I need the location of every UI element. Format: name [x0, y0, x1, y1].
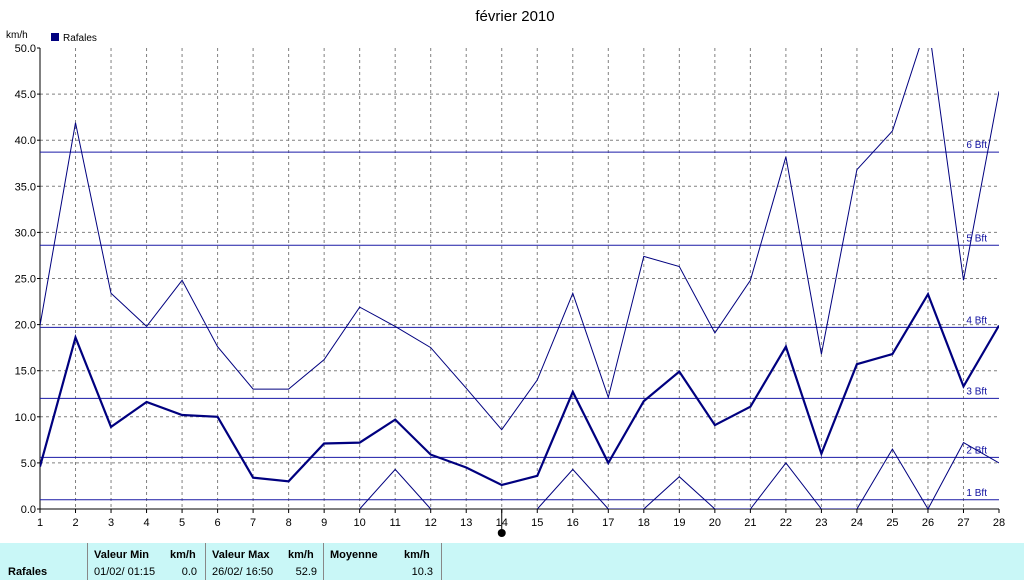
x-tick-label: 21	[744, 517, 756, 529]
x-tick-label: 4	[143, 517, 149, 529]
avg-header: Moyenne	[330, 549, 378, 561]
chart: février 2010 km/h Rafales 0.0 5.0 10.0 15.0…	[6, 8, 1005, 537]
x-tick-label: 26	[922, 517, 934, 529]
x-tick-label: 28	[993, 517, 1005, 529]
min-unit: km/h	[170, 549, 196, 561]
x-tick-label: 15	[531, 517, 543, 529]
x-tick-label: 17	[602, 517, 614, 529]
x-tick-label: 7	[250, 517, 256, 529]
beaufort-label: 6 Bft	[966, 140, 987, 151]
x-tick-label: 23	[815, 517, 827, 529]
min-header: Valeur Min	[94, 549, 150, 561]
x-tick-label: 5	[179, 517, 185, 529]
x-tick-label: 1	[37, 517, 43, 529]
beaufort-label: 2 Bft	[966, 445, 987, 456]
x-tick-label: 22	[780, 517, 792, 529]
x-tick-label: 18	[638, 517, 650, 529]
max-unit: km/h	[288, 549, 314, 561]
x-tick-label: 10	[354, 517, 366, 529]
y-tick-label: 30.0	[15, 227, 36, 239]
min-value: 0.0	[181, 566, 197, 578]
x-tick-label: 27	[957, 517, 969, 529]
y-axis-unit-label: km/h	[6, 30, 28, 41]
x-tick-label: 3	[108, 517, 114, 529]
y-tick-label: 25.0	[15, 274, 36, 286]
stats-row-label-cell: Rafales	[0, 543, 88, 580]
min-date: 01/02/ 01:15	[94, 566, 156, 578]
avg-unit: km/h	[404, 549, 430, 561]
y-tick-label: 5.0	[21, 458, 36, 470]
y-tick-label: 10.0	[15, 412, 36, 424]
x-tick-label: 12	[425, 517, 437, 529]
avg-value: 10.3	[411, 566, 433, 578]
x-tick-label: 8	[286, 517, 292, 529]
legend-swatch	[51, 33, 59, 41]
x-tick-label: 20	[709, 517, 721, 529]
stats-max-cell: Valeur Max km/h 26/02/ 16:50 52.9	[206, 543, 324, 580]
series-line-max	[40, 48, 999, 431]
beaufort-label: 1 Bft	[966, 488, 987, 499]
y-tick-label: 35.0	[15, 181, 36, 193]
y-tick-label: 40.0	[15, 135, 36, 147]
y-tick-label: 20.0	[15, 320, 36, 332]
chart-title: février 2010	[475, 8, 554, 25]
x-tick-label: 6	[215, 517, 221, 529]
y-tick-label: 45.0	[15, 89, 36, 101]
x-tick-label: 16	[567, 517, 579, 529]
beaufort-label: 3 Bft	[966, 386, 987, 397]
stats-min-cell: Valeur Min km/h 01/02/ 01:15 0.0	[88, 543, 206, 580]
legend-label: Rafales	[63, 33, 97, 44]
plot-area: 0.0 5.0 10.0 15.0 20.0 25.0 30.0 35.0 40.0 45.0 50…	[15, 43, 1005, 537]
x-tick-label: 2	[72, 517, 78, 529]
stats-panel: Rafales Valeur Min km/h 01/02/ 01:15 0.0…	[0, 543, 1024, 580]
y-tick-label: 15.0	[15, 366, 36, 378]
x-tick-label: 11	[389, 517, 400, 529]
max-value: 52.9	[295, 566, 317, 578]
x-tick-label: 13	[460, 517, 472, 529]
series-line-min	[359, 468, 432, 509]
stats-avg-cell: Moyenne km/h 10.3	[324, 543, 442, 580]
stats-row-label: Rafales	[8, 566, 48, 578]
series-line-min	[536, 441, 999, 509]
max-date: 26/02/ 16:50	[212, 566, 274, 578]
y-tick-label: 0.0	[21, 504, 36, 516]
x-tick-label: 9	[321, 517, 327, 529]
series-line-rafales	[40, 291, 999, 487]
cursor-marker	[497, 529, 506, 537]
x-tick-label: 25	[886, 517, 898, 529]
max-header: Valeur Max	[212, 549, 270, 561]
y-tick-label: 50.0	[15, 43, 36, 55]
beaufort-label: 5 Bft	[966, 233, 987, 244]
beaufort-label: 4 Bft	[966, 315, 987, 326]
x-tick-label: 24	[851, 517, 863, 529]
x-tick-label: 19	[673, 517, 685, 529]
